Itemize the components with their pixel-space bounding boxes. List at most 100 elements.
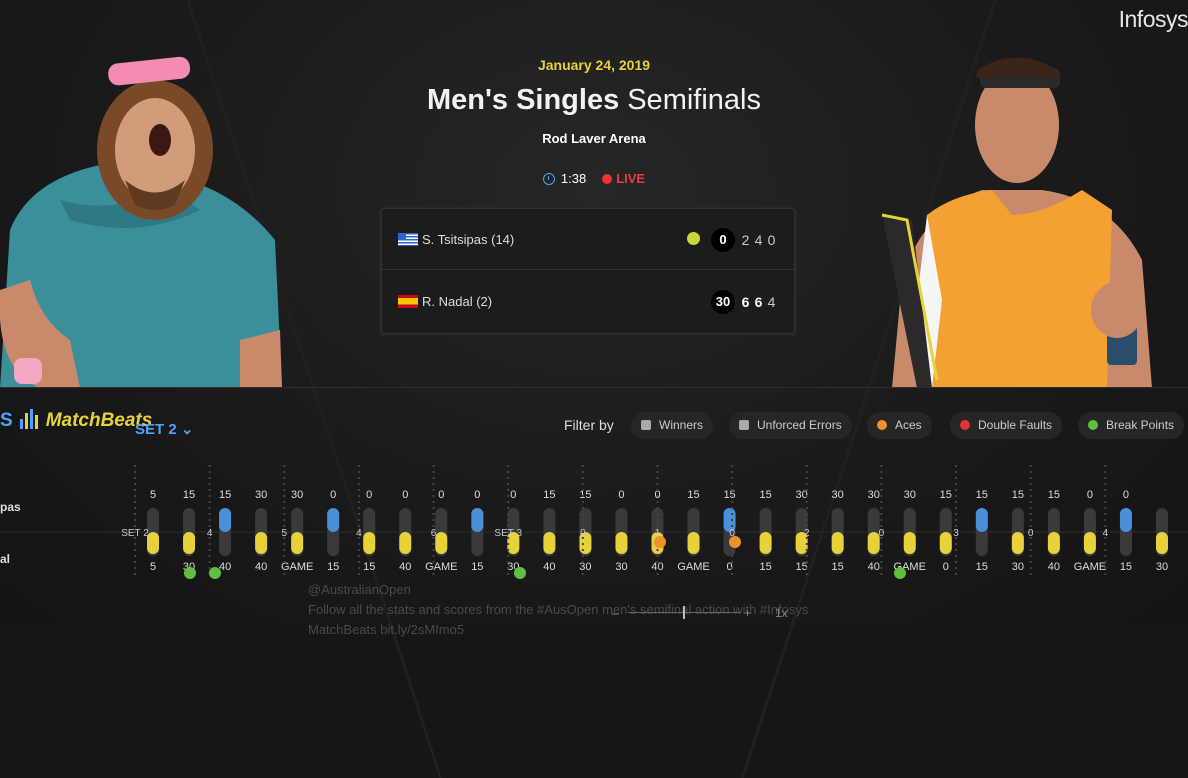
point-bar-nadal: [183, 532, 196, 554]
timeline-bottom-label: GAME: [281, 561, 313, 573]
timeline-top-label: 30: [904, 489, 916, 501]
timeline-bottom-label: 40: [543, 561, 555, 573]
timeline-player-label-nadal: al: [0, 552, 11, 566]
tweet-text: @AustralianOpen Follow all the stats and…: [308, 580, 808, 640]
timeline-bottom-label: 30: [579, 561, 591, 573]
matchbeats-logo: S MatchBeats: [0, 409, 153, 431]
point-bar-nadal: [759, 532, 772, 554]
game-marker: 0: [729, 528, 735, 539]
set-selector-dropdown[interactable]: SET 2 ⌄: [135, 421, 194, 438]
timeline-top-label: 0: [402, 489, 408, 501]
ace-ball-icon: [654, 536, 666, 548]
zoom-out-button[interactable]: –: [612, 606, 619, 620]
timeline-top-label: 0: [1123, 489, 1129, 501]
player-photo-nadal: [881, 57, 1152, 388]
timeline-bottom-label: 15: [976, 561, 988, 573]
matchbeats-bars-icon: [19, 409, 38, 429]
page-title: Men's Singles Semifinals: [426, 84, 761, 116]
point-bar-nadal: [1047, 532, 1060, 554]
double-fault-icon: [960, 420, 970, 430]
set-score: 4: [754, 232, 763, 248]
timeline-top-label: 30: [868, 489, 880, 501]
break-point-icon: [209, 567, 221, 579]
point-bar-nadal: [939, 532, 952, 554]
timeline-top-label: 0: [618, 489, 624, 501]
game-marker: 4: [1103, 528, 1109, 539]
chevron-down-icon: ⌄: [180, 421, 194, 438]
point-bar-nadal: [687, 532, 700, 554]
game-marker: 0: [1028, 528, 1034, 539]
game-marker: SET 2: [121, 528, 149, 539]
timeline-top-label: 15: [976, 489, 988, 501]
zoom-slider-thumb[interactable]: [683, 606, 685, 619]
timeline-bottom-label: 15: [1120, 561, 1132, 573]
timeline-bottom-label: 40: [1048, 561, 1060, 573]
section-divider: [0, 387, 1188, 388]
filter-label: Filter by: [564, 417, 614, 433]
elapsed-time: 1:38: [560, 171, 587, 186]
timeline-bottom-label: 30: [1156, 561, 1168, 573]
game-marker: 4: [356, 528, 362, 539]
timeline-bottom-label: 15: [759, 561, 771, 573]
point-bar-nadal: [435, 532, 448, 554]
timeline-top-label: 15: [723, 489, 735, 501]
game-marker: 5: [282, 528, 288, 539]
thumbs-up-icon: [641, 420, 651, 430]
game-marker: 3: [953, 528, 959, 539]
point-bar-nadal: [795, 532, 808, 554]
venue-name: Rod Laver Arena: [542, 131, 646, 146]
match-status: 1:38 LIVE: [0, 171, 1188, 186]
timeline-top-label: 15: [219, 489, 231, 501]
filter-aces[interactable]: Aces: [867, 412, 932, 439]
timeline-top-label: 15: [1012, 489, 1024, 501]
timeline-bottom-label: 30: [615, 561, 627, 573]
timeline-top-label: 0: [510, 489, 516, 501]
set-score: 2: [741, 232, 750, 248]
game-marker: 1: [655, 528, 661, 539]
timeline-player-label-tsitsipas: pas: [0, 500, 21, 514]
timeline-top-label: 15: [687, 489, 699, 501]
break-point-icon: [894, 567, 906, 579]
break-point-icon: [184, 567, 196, 579]
point-bar-nadal: [615, 532, 628, 554]
timeline-top-label: 15: [183, 489, 195, 501]
tweet-link[interactable]: bit.ly/2sMImo5: [380, 622, 465, 637]
filter-double-faults[interactable]: Double Faults: [950, 412, 1063, 439]
timeline-top-label: 15: [940, 489, 952, 501]
filter-winners[interactable]: Winners: [631, 412, 714, 439]
ace-ball-icon: [877, 420, 887, 430]
point-bar-nadal: [147, 532, 160, 554]
player-photo-tsitsipas: [0, 56, 282, 388]
timeline-bottom-label: 30: [1012, 561, 1024, 573]
timeline-top-label: 0: [438, 489, 444, 501]
point-bar-nadal: [1011, 532, 1024, 554]
game-marker: 0: [879, 528, 885, 539]
timeline-bottom-label: 5: [150, 561, 156, 573]
timeline-bottom-label: 0: [727, 561, 733, 573]
brand-logo: Infosys: [1118, 6, 1188, 32]
current-points: 0: [711, 228, 735, 252]
ace-ball-icon: [729, 536, 741, 548]
game-marker: SET 3: [494, 528, 522, 539]
timeline-top-label: 5: [150, 489, 156, 501]
timeline-top-label: 0: [1087, 489, 1093, 501]
game-marker: 2: [804, 528, 810, 539]
filter-break-points[interactable]: Break Points: [1078, 412, 1185, 439]
timeline-bottom-label: 15: [832, 561, 844, 573]
filter-unforced-errors[interactable]: Unforced Errors: [729, 412, 852, 439]
timeline-bottom-label: 40: [255, 561, 267, 573]
match-beats-timeline[interactable]: 5515301540304030GAME0150150400GAME015030…: [0, 455, 1188, 580]
clock-icon: [542, 173, 555, 185]
timeline-top-label: 15: [579, 489, 591, 501]
match-date: January 24, 2019: [537, 57, 651, 73]
live-badge: LIVE: [616, 171, 646, 186]
point-bar-tsitsipas: [327, 508, 340, 532]
timeline-bottom-label: 40: [219, 561, 231, 573]
zoom-in-button[interactable]: +: [744, 606, 752, 620]
set-score: 0: [767, 232, 776, 248]
